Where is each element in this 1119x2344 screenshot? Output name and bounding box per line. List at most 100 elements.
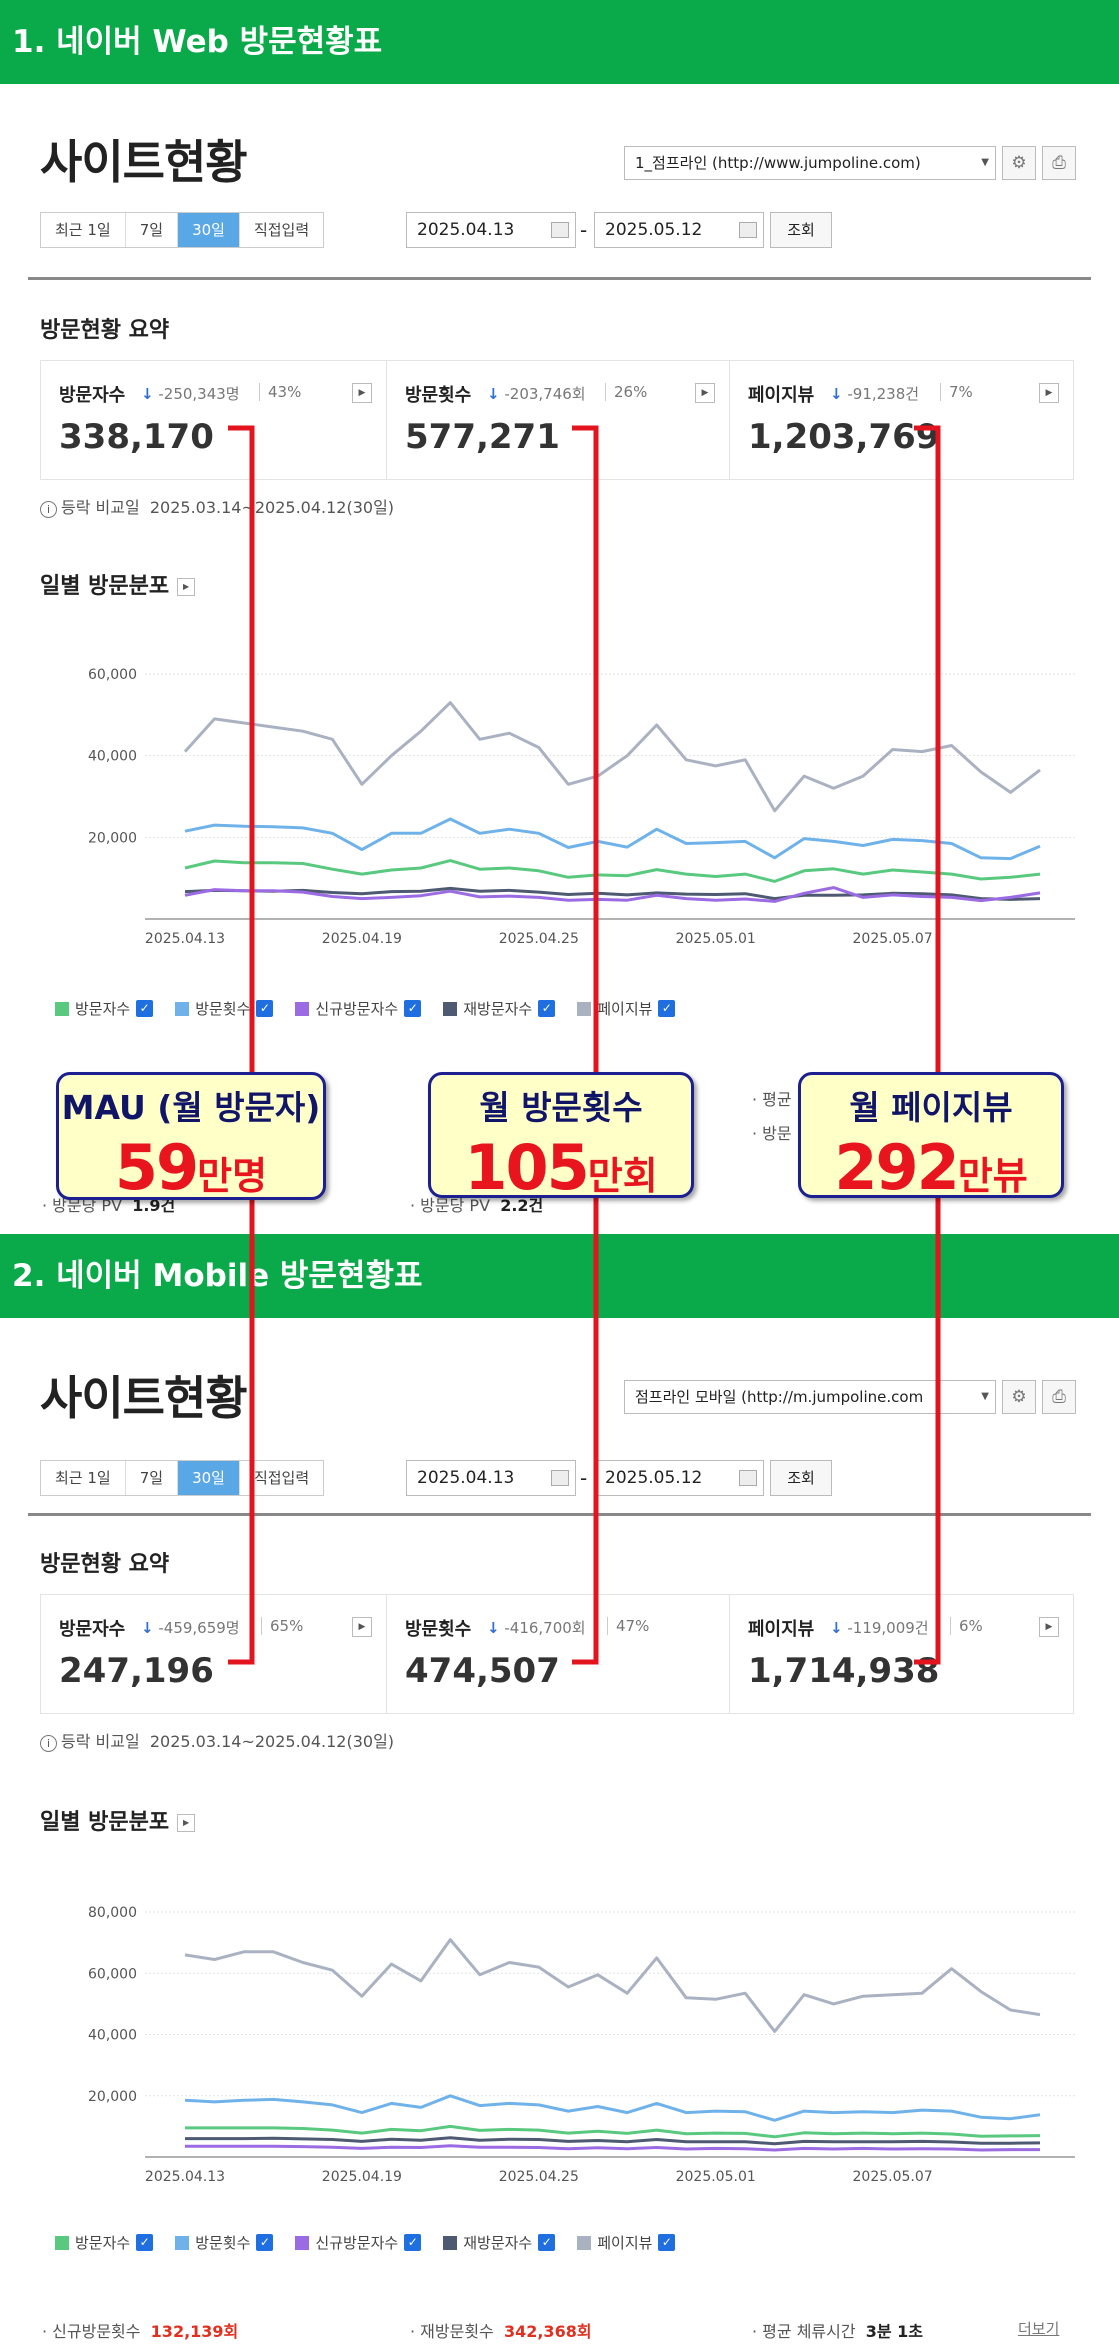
- chevron-right-icon[interactable]: ▶: [352, 383, 372, 403]
- legend-item[interactable]: 신규방문자수 ✓: [295, 998, 422, 1019]
- y-tick-label: 60,000: [88, 667, 137, 683]
- summary-delta: ↓ -203,746회: [487, 385, 586, 403]
- chevron-right-icon[interactable]: ▶: [1039, 1617, 1059, 1637]
- legend-item[interactable]: 방문자수 ✓: [55, 2232, 154, 2253]
- summary-label: 페이지뷰: [748, 385, 815, 406]
- print-icon[interactable]: ⎙: [1042, 146, 1076, 180]
- series-line: [185, 2136, 1041, 2146]
- legend-item[interactable]: 방문횟수 ✓: [175, 998, 274, 1019]
- site-select[interactable]: 1_점프라인 (http://www.jumpoline.com) ▼: [624, 146, 996, 180]
- summary-pct: 43%: [259, 383, 301, 401]
- calendar-icon[interactable]: [551, 222, 569, 238]
- checkbox-checked-icon[interactable]: ✓: [404, 2234, 422, 2251]
- summary-label: 방문자수: [59, 1619, 126, 1640]
- summary-pageviews: 페이지뷰 ↓ -91,238건 7% 1,203,769 ▶: [730, 361, 1073, 479]
- date-to-field[interactable]: 2025.05.12: [594, 212, 764, 248]
- legend-item[interactable]: 재방문자수 ✓: [443, 2232, 556, 2253]
- chevron-right-icon[interactable]: ▶: [177, 1814, 196, 1832]
- gear-icon[interactable]: ⚙: [1002, 1380, 1036, 1414]
- summary-visitors: 방문자수 ↓ -250,343명 43% 338,170 ▶: [41, 361, 387, 479]
- checkbox-checked-icon[interactable]: ✓: [658, 1000, 676, 1017]
- site-select[interactable]: 점프라인 모바일 (http://m.jumpoline.com ▼: [624, 1380, 996, 1414]
- summary-label: 방문횟수: [405, 385, 472, 406]
- y-tick-label: 60,000: [88, 1966, 137, 1982]
- summary-label: 페이지뷰: [748, 1619, 815, 1640]
- legend-item[interactable]: 방문자수 ✓: [55, 998, 154, 1019]
- checkbox-checked-icon[interactable]: ✓: [404, 1000, 422, 1017]
- summary-visits: 방문횟수 ↓ -203,746회 26% 577,271 ▶: [387, 361, 730, 479]
- legend-item[interactable]: 신규방문자수 ✓: [295, 2232, 422, 2253]
- calendar-icon[interactable]: [739, 1470, 757, 1486]
- series-line: [184, 817, 1041, 861]
- y-tick-label: 40,000: [88, 2028, 137, 2044]
- date-from-field[interactable]: 2025.04.13: [406, 212, 576, 248]
- checkbox-checked-icon[interactable]: ✓: [256, 2234, 274, 2251]
- chevron-right-icon[interactable]: ▶: [1039, 383, 1059, 403]
- calendar-icon[interactable]: [739, 222, 757, 238]
- summary-value: 1,714,938: [748, 1651, 940, 1691]
- summary-value: 1,203,769: [748, 417, 940, 457]
- period-custom[interactable]: 직접입력: [239, 213, 324, 247]
- checkbox-checked-icon[interactable]: ✓: [136, 2234, 154, 2251]
- period-custom[interactable]: 직접입력: [239, 1461, 324, 1495]
- summary-value: 338,170: [59, 417, 214, 457]
- legend-item[interactable]: 방문횟수 ✓: [175, 2232, 274, 2253]
- chevron-right-icon[interactable]: ▶: [177, 578, 196, 596]
- y-tick-label: 20,000: [88, 2089, 137, 2105]
- checkbox-checked-icon[interactable]: ✓: [538, 2234, 556, 2251]
- y-tick-label: 20,000: [88, 830, 137, 846]
- series-line: [184, 1938, 1041, 2033]
- period-30days[interactable]: 30일: [178, 213, 240, 247]
- date-to-value: 2025.05.12: [605, 1468, 703, 1488]
- summary-label: 방문횟수: [405, 1619, 472, 1640]
- period-1day[interactable]: 최근 1일: [41, 213, 126, 247]
- date-from-field[interactable]: 2025.04.13: [406, 1460, 576, 1496]
- callout-title: MAU (월 방문자): [61, 1088, 321, 1127]
- callout-visits: 월 방문횟수 105만회: [428, 1072, 694, 1204]
- summary-delta: ↓ -250,343명: [141, 385, 240, 403]
- query-button[interactable]: 조회: [770, 1460, 832, 1496]
- stat-return-visits: · 재방문횟수 342,368회: [410, 2322, 592, 2341]
- divider: [28, 277, 1091, 280]
- checkbox-checked-icon[interactable]: ✓: [136, 1000, 154, 1017]
- callout-title: 월 방문횟수: [479, 1088, 643, 1127]
- summary-value: 247,196: [59, 1651, 214, 1691]
- info-icon: i: [40, 501, 57, 518]
- checkbox-checked-icon[interactable]: ✓: [658, 2234, 676, 2251]
- calendar-icon[interactable]: [551, 1470, 569, 1486]
- legend-item[interactable]: 재방문자수 ✓: [443, 998, 556, 1019]
- period-30days[interactable]: 30일: [178, 1461, 240, 1495]
- date-to-field[interactable]: 2025.05.12: [594, 1460, 764, 1496]
- x-tick-label: 2025.04.25: [499, 931, 579, 947]
- print-icon[interactable]: ⎙: [1042, 1380, 1076, 1414]
- y-tick-label: 80,000: [88, 1905, 137, 1921]
- info-icon: i: [40, 1735, 57, 1752]
- checkbox-checked-icon[interactable]: ✓: [538, 1000, 556, 1017]
- period-7days[interactable]: 7일: [125, 1461, 179, 1495]
- period-7days[interactable]: 7일: [125, 213, 179, 247]
- series-line: [184, 886, 1041, 901]
- callout-value: 292만뷰: [834, 1131, 1028, 1204]
- period-1day[interactable]: 최근 1일: [41, 1461, 126, 1495]
- date-from-value: 2025.04.13: [417, 1468, 515, 1488]
- chevron-right-icon[interactable]: ▶: [695, 383, 715, 403]
- x-tick-label: 2025.04.25: [499, 2169, 579, 2185]
- query-button[interactable]: 조회: [770, 212, 832, 248]
- chart-legend: 방문자수 ✓ 방문횟수 ✓ 신규방문자수 ✓ 재방문자수 ✓ 페이지뷰 ✓: [55, 2232, 676, 2253]
- x-tick-label: 2025.05.01: [676, 931, 756, 947]
- chart-title: 일별 방문분포 ▶: [40, 568, 196, 600]
- more-link[interactable]: 더보기: [1018, 2320, 1060, 2338]
- summary-delta: ↓ -416,700회: [487, 1619, 586, 1637]
- legend-item[interactable]: 페이지뷰 ✓: [577, 2232, 676, 2253]
- callout-title: 월 페이지뷰: [849, 1088, 1013, 1127]
- mobile-section-banner: 2. 네이버 Mobile 방문현황표: [0, 1234, 1119, 1318]
- summary-title: 방문현황 요약: [40, 318, 170, 343]
- chevron-right-icon[interactable]: ▶: [352, 1617, 372, 1637]
- callout-mau: MAU (월 방문자) 59만명: [56, 1072, 326, 1204]
- x-tick-label: 2025.04.19: [322, 931, 402, 947]
- chart-title: 일별 방문분포 ▶: [40, 1804, 196, 1836]
- summary-visitors: 방문자수 ↓ -459,659명 65% 247,196 ▶: [41, 1595, 387, 1713]
- checkbox-checked-icon[interactable]: ✓: [256, 1000, 274, 1017]
- gear-icon[interactable]: ⚙: [1002, 146, 1036, 180]
- legend-item[interactable]: 페이지뷰 ✓: [577, 998, 676, 1019]
